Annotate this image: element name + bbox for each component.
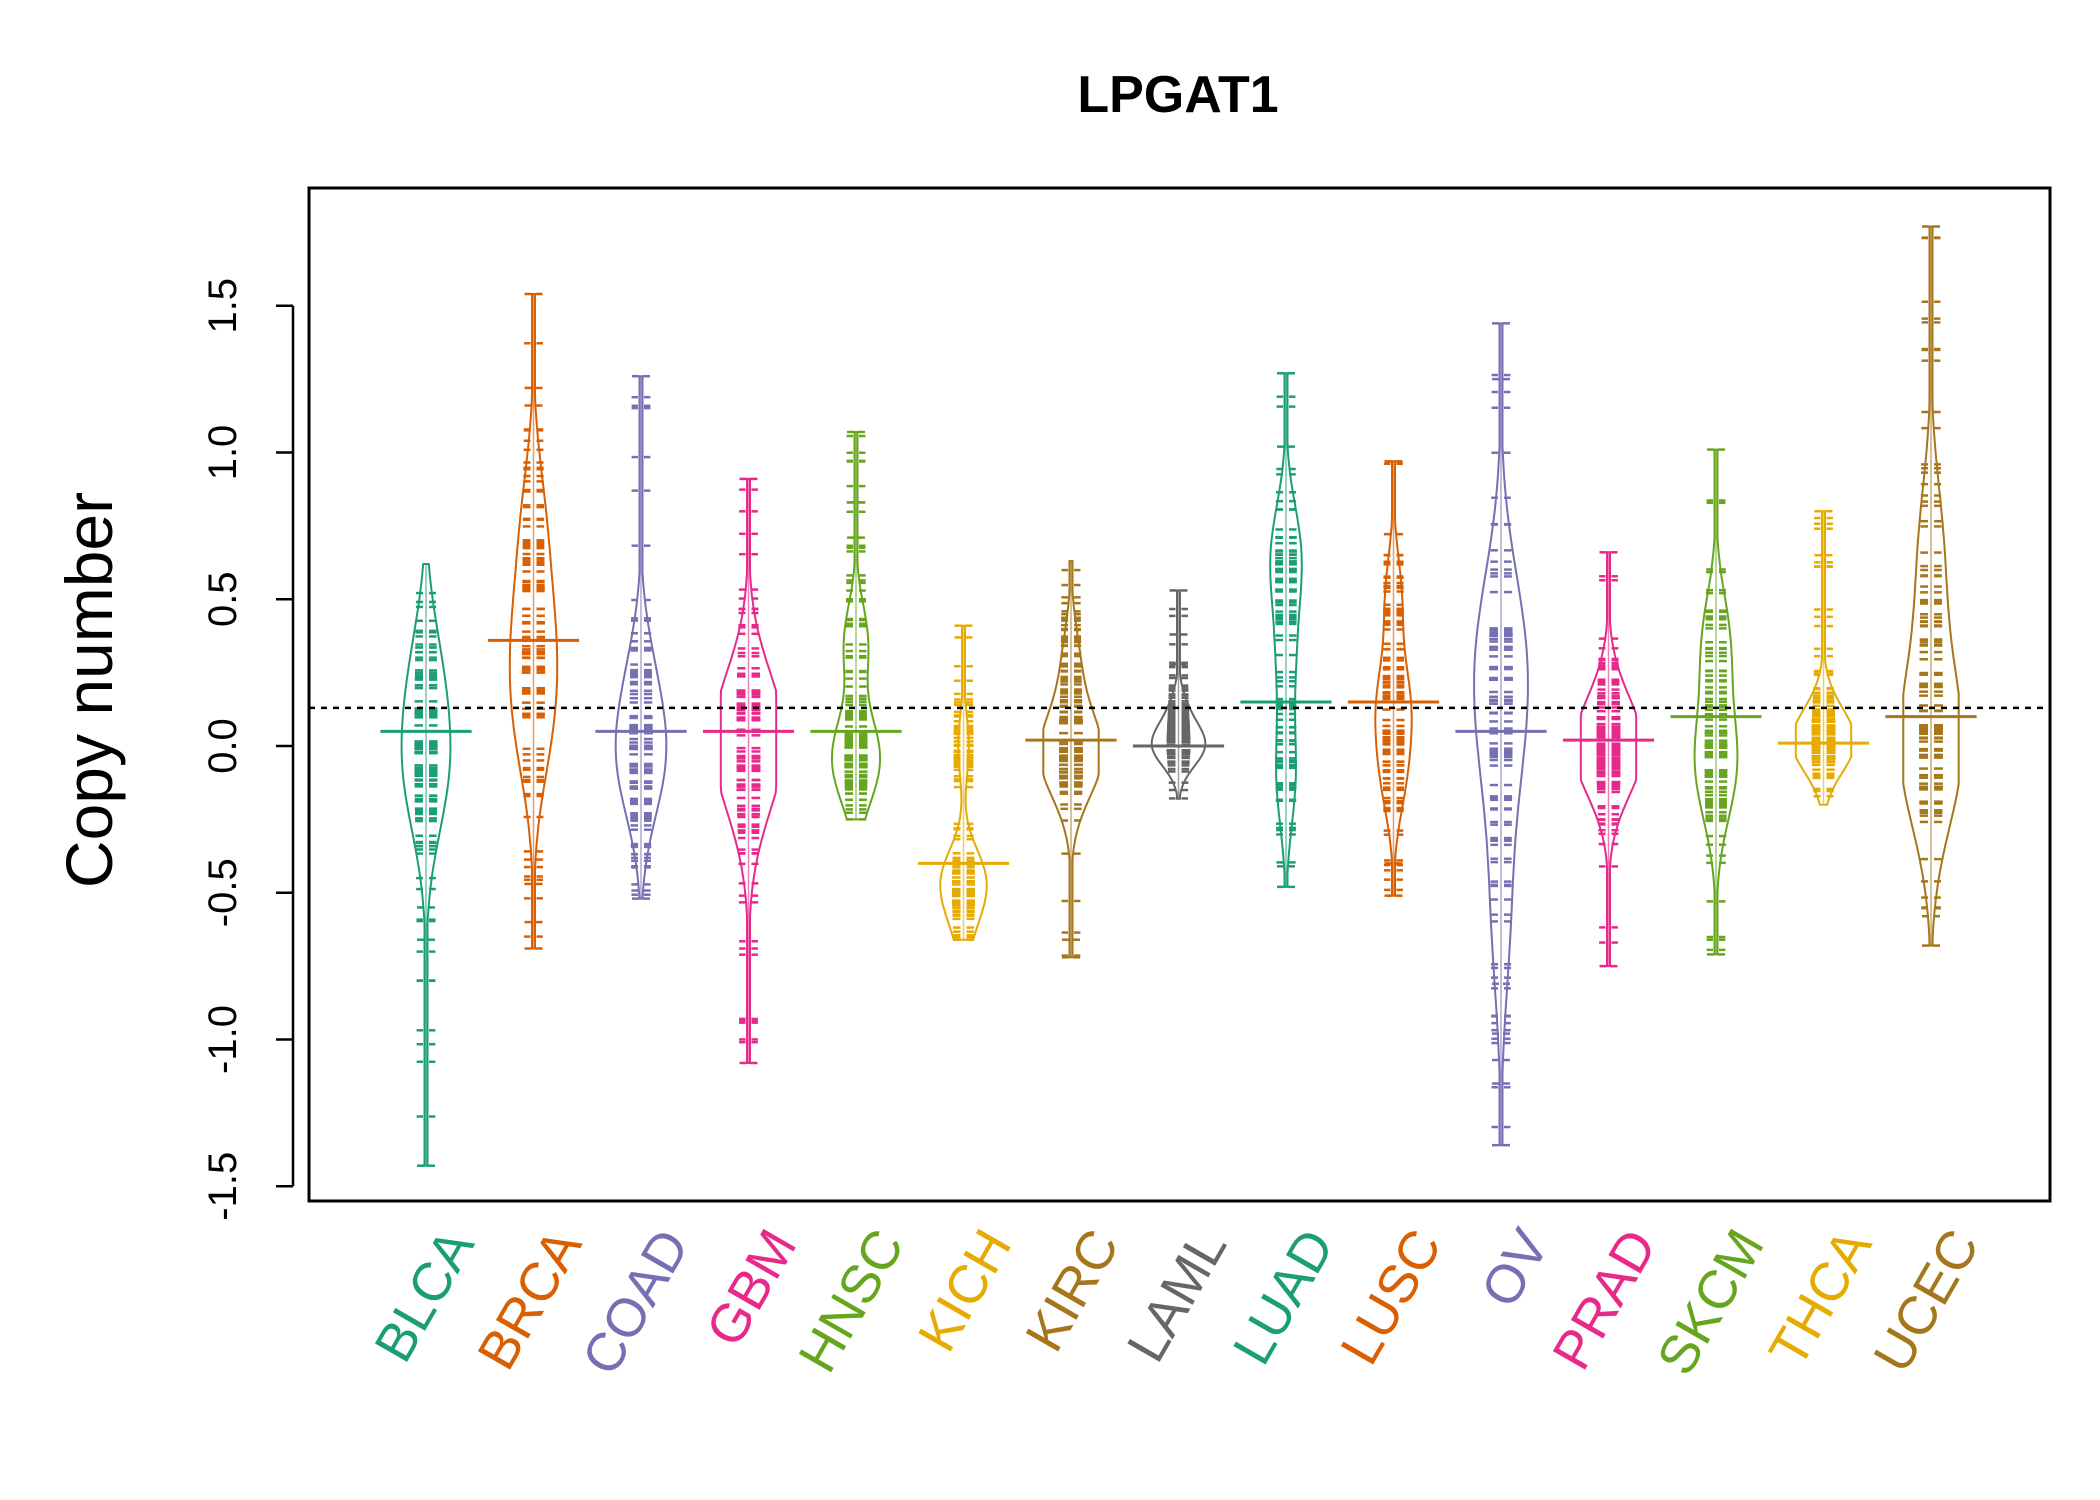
bean-outline bbox=[400, 563, 452, 1167]
y-tick-label: 0.5 bbox=[201, 571, 245, 627]
bean-coad bbox=[595, 374, 687, 900]
y-tick-label: 1.5 bbox=[201, 278, 245, 334]
plot-area-frame bbox=[307, 186, 2052, 1203]
x-tick-label: LAML bbox=[1116, 1220, 1239, 1372]
bean-outline bbox=[1150, 589, 1207, 800]
y-axis-label: Copy number bbox=[52, 492, 126, 888]
y-axis: -1.5 -1.0 -0.5 0.0 0.5 1.0 1.5 bbox=[201, 278, 295, 1221]
bean-outline bbox=[831, 431, 881, 821]
x-tick-label: HNSC bbox=[787, 1220, 915, 1383]
y-tick-label: -0.5 bbox=[201, 858, 245, 927]
bean-thca bbox=[1777, 509, 1870, 806]
bean-outline bbox=[1374, 460, 1413, 897]
bean-laml bbox=[1132, 589, 1225, 800]
bean-outline bbox=[1473, 322, 1529, 1147]
bean-outline bbox=[1579, 551, 1638, 968]
bean-outline bbox=[939, 624, 988, 941]
x-tick-label: OV bbox=[1470, 1220, 1561, 1318]
y-tick-label: -1.0 bbox=[201, 1005, 245, 1074]
x-tick-label: KICH bbox=[907, 1220, 1023, 1362]
bean-outline bbox=[1902, 225, 1960, 947]
x-tick-label: UCEC bbox=[1862, 1220, 1990, 1383]
chart-title: LPGAT1 bbox=[1077, 66, 1278, 124]
bean-skcm bbox=[1670, 448, 1762, 956]
bean-prad bbox=[1562, 551, 1655, 968]
x-tick-label: LUAD bbox=[1222, 1220, 1346, 1375]
bean-blca bbox=[380, 563, 472, 1167]
x-tick-label: LUSC bbox=[1329, 1220, 1453, 1375]
bean-outline bbox=[1693, 448, 1739, 956]
bean-outline bbox=[1794, 510, 1853, 806]
x-tick-label: SKCM bbox=[1646, 1220, 1776, 1385]
x-tick-label: COAD bbox=[571, 1220, 701, 1385]
bean-kich bbox=[917, 624, 1010, 941]
bean-kirc bbox=[1025, 560, 1117, 959]
x-tick-label: KIRC bbox=[1014, 1220, 1130, 1362]
beans-layer bbox=[380, 225, 1977, 1167]
bean-outline bbox=[719, 477, 778, 1064]
bean-gbm bbox=[702, 477, 795, 1065]
x-tick-label: GBM bbox=[695, 1220, 808, 1357]
bean-ucec bbox=[1885, 225, 1977, 947]
bean-lusc bbox=[1347, 460, 1440, 897]
bean-hnsc bbox=[810, 430, 902, 821]
bean-outline bbox=[508, 293, 559, 950]
bean-outline bbox=[1042, 560, 1100, 959]
y-tick-label: 1.0 bbox=[201, 425, 245, 481]
bean-ov bbox=[1455, 322, 1547, 1147]
bean-outline bbox=[614, 375, 668, 900]
y-tick-label: -1.5 bbox=[201, 1152, 245, 1221]
bean-luad bbox=[1240, 372, 1332, 889]
bean-brca bbox=[487, 292, 580, 950]
y-tick-label: 0.0 bbox=[201, 718, 245, 774]
